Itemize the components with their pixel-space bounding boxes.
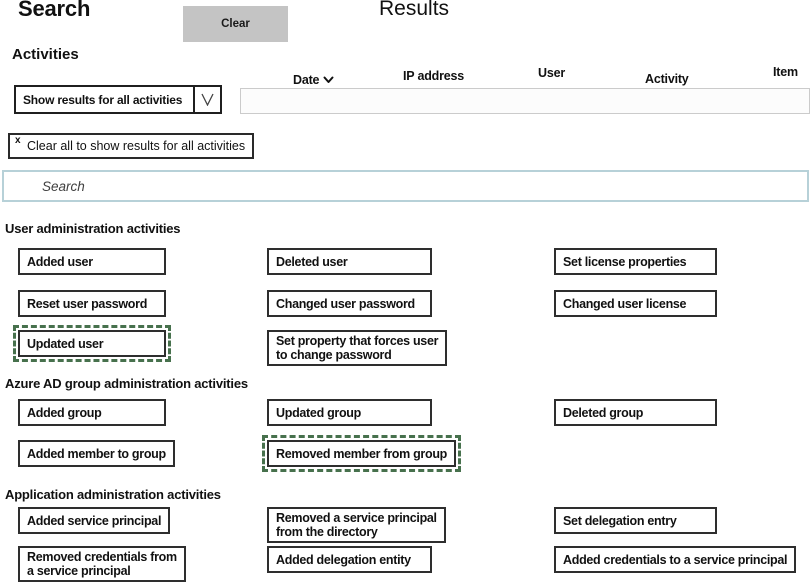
activity-button[interactable]: Deleted group	[554, 399, 717, 426]
activity-button[interactable]: Updated user	[13, 325, 171, 362]
activity-button[interactable]: Set delegation entry	[554, 507, 717, 534]
activity-button[interactable]: Deleted user	[267, 248, 432, 275]
results-title: Results	[379, 0, 450, 20]
activity-button[interactable]: Removed member from group	[261, 435, 462, 472]
activity-filter-dropdown[interactable]: Show results for all activities	[14, 85, 222, 114]
activities-label: Activities	[12, 46, 79, 63]
activity-button[interactable]: Removed a service principal from the dir…	[267, 507, 446, 543]
column-header-activity: Activity	[645, 72, 689, 86]
activity-button[interactable]: Set property that forces user to change …	[267, 330, 448, 366]
activity-button[interactable]: Added user	[18, 248, 166, 275]
activity-filter-value: Show results for all activities	[23, 92, 183, 107]
activity-button[interactable]: Set license properties	[554, 248, 717, 275]
column-header-date[interactable]: Date	[293, 73, 334, 87]
column-header-item: Item	[773, 65, 798, 79]
clear-button[interactable]: Clear	[183, 6, 288, 42]
activity-button[interactable]: Changed user password	[267, 290, 432, 317]
search-input[interactable]	[2, 170, 809, 202]
activity-button[interactable]: Added group	[18, 399, 166, 426]
activity-button[interactable]: Added service principal	[18, 507, 171, 534]
results-empty-row	[240, 88, 810, 114]
section-heading: Application administration activities	[5, 487, 221, 502]
section-heading: User administration activities	[5, 221, 181, 236]
close-icon[interactable]: x	[15, 135, 21, 146]
activity-button[interactable]: Updated group	[267, 399, 432, 426]
section-heading: Azure AD group administration activities	[5, 376, 248, 391]
column-header-ip-address: IP address	[403, 69, 465, 83]
activity-button[interactable]: Added credentials to a service principal	[554, 546, 797, 573]
page-title: Search	[18, 0, 91, 21]
activity-button[interactable]: Changed user license	[554, 290, 717, 317]
chevron-down-icon	[319, 73, 334, 87]
activity-button[interactable]: Reset user password	[18, 290, 166, 317]
activity-button[interactable]: Added member to group	[18, 440, 175, 467]
column-header-user: User	[538, 66, 565, 80]
activity-button[interactable]: Removed credentials from a service princ…	[18, 546, 186, 582]
clear-all-filter-chip[interactable]: x Clear all to show results for all acti…	[8, 133, 255, 159]
activity-button[interactable]: Added delegation entity	[267, 546, 432, 573]
clear-all-chip-label: Clear all to show results for all activi…	[27, 139, 246, 153]
chevron-down-icon	[193, 87, 220, 112]
